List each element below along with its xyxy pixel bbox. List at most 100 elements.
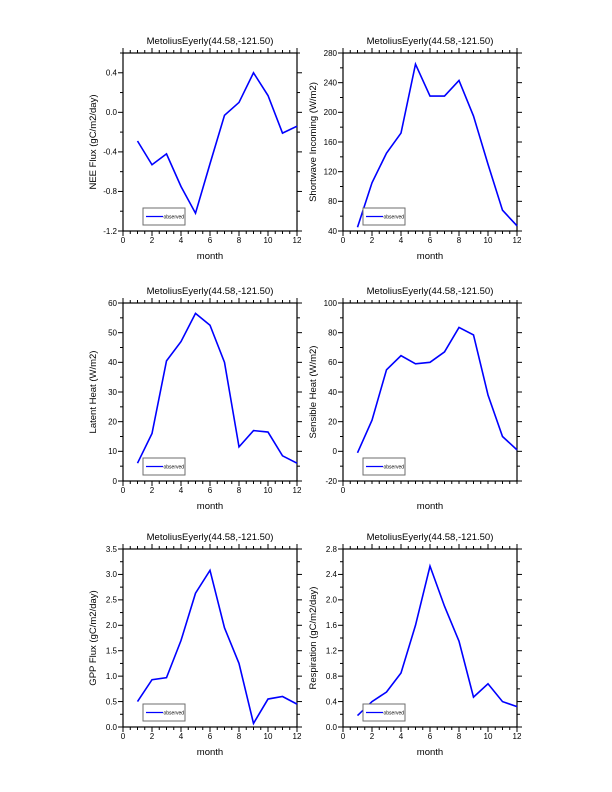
y-tick-label: 60 [328,358,337,367]
chart-canvas-nee: MetoliusEyerly(44.58,-121.50) NEE Flux (… [88,36,302,262]
legend-frame [142,457,186,476]
y-tick-label: 3.5 [106,545,118,554]
y-axis-label: Respiration (gC/m2/day) [308,587,319,690]
chart-title: MetoliusEyerly(44.58,-121.50) [367,286,494,297]
chart-respiration: MetoliusEyerly(44.58,-121.50) Respiratio… [280,526,532,774]
plot-frame [342,302,518,482]
chart-title: MetoliusEyerly(44.58,-121.50) [147,532,274,543]
chart-gpp-flux: MetoliusEyerly(44.58,-121.50) GPP Flux (… [60,526,312,774]
observed-line [136,71,298,216]
y-tick-label: 20 [108,417,117,426]
y-tick-label: 3.0 [106,570,118,579]
y-tick-label: 0.4 [106,69,118,78]
x-tick-label: 12 [513,732,522,741]
y-tick-label: 160 [324,138,338,147]
x-axis-label: month [417,747,443,758]
x-tick-label: 2 [370,236,375,245]
x-tick-label: 12 [293,236,302,245]
chart-canvas-latent-heat: MetoliusEyerly(44.58,-121.50) Latent Hea… [88,286,302,512]
x-tick-label: 6 [208,486,213,495]
data-series [136,568,298,726]
y-tick-label: 120 [324,167,338,176]
plot-frame [122,548,298,728]
x-tick-label: 0 [121,732,126,741]
y-tick-label: -20 [325,477,337,486]
legend-frame [142,207,186,226]
x-tick-label: 4 [179,732,184,741]
data-series [356,563,518,717]
y-tick-label: 100 [324,299,338,308]
x-tick-label: 10 [264,732,273,741]
y-axis-label: Sensible Heat (W/m2) [308,346,319,439]
x-tick-label: 6 [428,236,433,245]
y-tick-label: 1.5 [106,647,118,656]
y-axis-label: Latent Heat (W/m2) [88,351,99,434]
y-tick-label: 0 [333,447,338,456]
observed-line [136,312,298,464]
legend-label: observed [384,215,405,221]
y-tick-label: 0 [113,477,118,486]
chart-canvas-respiration: MetoliusEyerly(44.58,-121.50) Respiratio… [308,532,522,758]
chart-title: MetoliusEyerly(44.58,-121.50) [367,532,494,543]
chart-shortwave-incoming: MetoliusEyerly(44.58,-121.50) Shortwave … [280,30,532,278]
legend-label: observed [384,465,405,471]
y-tick-label: 60 [108,299,117,308]
data-series [356,326,518,454]
y-tick-label: 80 [328,197,337,206]
y-tick-label: 0.0 [106,108,118,117]
plot-frame [342,548,518,728]
x-tick-label: 12 [293,732,302,741]
y-tick-label: 50 [108,328,117,337]
y-tick-label: 80 [328,328,337,337]
y-tick-label: 280 [324,49,338,58]
x-tick-label: 0 [121,236,126,245]
y-tick-label: 0.0 [106,723,118,732]
plot-frame [122,302,298,482]
x-tick-label: 4 [399,732,404,741]
x-tick-label: 0 [341,486,346,495]
y-tick-label: 200 [324,108,338,117]
y-tick-label: -0.4 [103,148,117,157]
x-tick-label: 2 [150,486,155,495]
x-tick-label: 4 [179,486,184,495]
legend-frame [362,457,406,476]
y-axis-label: Shortwave Incoming (W/m2) [308,82,319,202]
y-tick-label: 0.0 [326,723,338,732]
x-tick-label: 8 [237,236,242,245]
y-tick-label: 2.0 [106,621,118,630]
legend-box: observed [142,207,186,226]
plot-frame [342,52,518,232]
data-series [136,312,298,464]
x-tick-label: 8 [237,732,242,741]
x-tick-label: 0 [341,236,346,245]
legend-label: observed [164,215,185,221]
x-axis-label: month [197,747,223,758]
y-tick-label: 1.0 [106,672,118,681]
axes-frame: 0 2 4 6 8 10 12 40 80 120 160 200 240 280 [324,48,522,245]
legend-frame [362,703,406,722]
chart-title: MetoliusEyerly(44.58,-121.50) [147,36,274,47]
x-tick-label: 0 [121,486,126,495]
y-axis-label: GPP Flux (gC/m2/day) [88,590,99,685]
observed-line [356,563,518,717]
chart-canvas-gpp: MetoliusEyerly(44.58,-121.50) GPP Flux (… [88,532,302,758]
x-axis-label: month [197,251,223,262]
x-axis-label: month [417,251,443,262]
axes-frame: 0 2 4 6 8 10 12 -1.2 -0.8 -0.4 0.0 0.4 [103,48,302,245]
x-tick-label: 8 [457,236,462,245]
data-series [356,61,518,228]
x-tick-label: 8 [237,486,242,495]
x-axis-label: month [417,501,443,512]
axes-frame: 0 2 4 6 8 10 12 0 10 20 30 40 50 60 [108,298,302,495]
observed-line [136,568,298,726]
x-tick-label: 4 [399,236,404,245]
chart-latent-heat: MetoliusEyerly(44.58,-121.50) Latent Hea… [60,280,312,528]
legend-label: observed [164,465,185,471]
legend-label: observed [164,711,185,717]
chart-title: MetoliusEyerly(44.58,-121.50) [367,36,494,47]
y-tick-label: 2.8 [326,545,338,554]
y-tick-label: 0.5 [106,697,118,706]
x-tick-label: 10 [484,732,493,741]
x-tick-label: 4 [179,236,184,245]
x-tick-label: 2 [150,732,155,741]
